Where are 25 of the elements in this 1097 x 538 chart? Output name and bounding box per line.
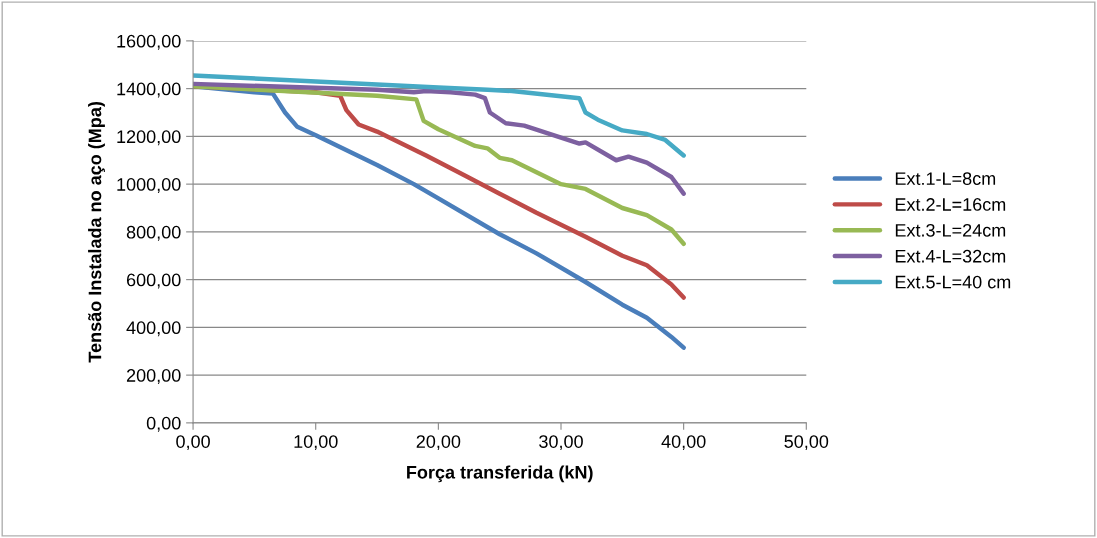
y-tick-label: 600,00 <box>126 273 181 289</box>
x-tick-label: 40,00 <box>661 435 706 451</box>
line-series <box>193 73 686 158</box>
x-axis-title: Força transferida (kN) <box>407 465 593 483</box>
x-tick-label: 10,00 <box>294 435 338 451</box>
y-tick-label: 800,00 <box>126 225 181 241</box>
line-series <box>193 81 686 196</box>
x-tick-label: 50,00 <box>784 435 829 451</box>
y-tick-label: 1400,00 <box>117 82 181 98</box>
line-series <box>193 84 686 247</box>
y-tick-label: 400,00 <box>126 321 181 337</box>
legend-label: Ext.5-L=40 cm <box>895 275 1011 289</box>
legend-label: Ext.4-L=32cm <box>895 249 1006 263</box>
y-axis-title: Tensão Instalada no aço (Mpa) <box>88 102 105 363</box>
y-tick-label: 1600,00 <box>117 34 181 50</box>
x-tick-label: 0,00 <box>176 435 210 451</box>
y-tick-label: 1200,00 <box>117 130 181 146</box>
y-tick-label: 0,00 <box>146 416 181 432</box>
x-tick-label: 20,00 <box>416 435 461 451</box>
x-tick-label: 30,00 <box>539 435 583 451</box>
y-tick-label: 1000,00 <box>117 178 181 193</box>
legend-label: Ext.1-L=8cm <box>895 172 996 186</box>
legend-label: Ext.2-L=16cm <box>895 198 1006 211</box>
y-tick-label: 200,00 <box>126 369 181 384</box>
legend-label: Ext.3-L=24cm <box>895 223 1006 237</box>
